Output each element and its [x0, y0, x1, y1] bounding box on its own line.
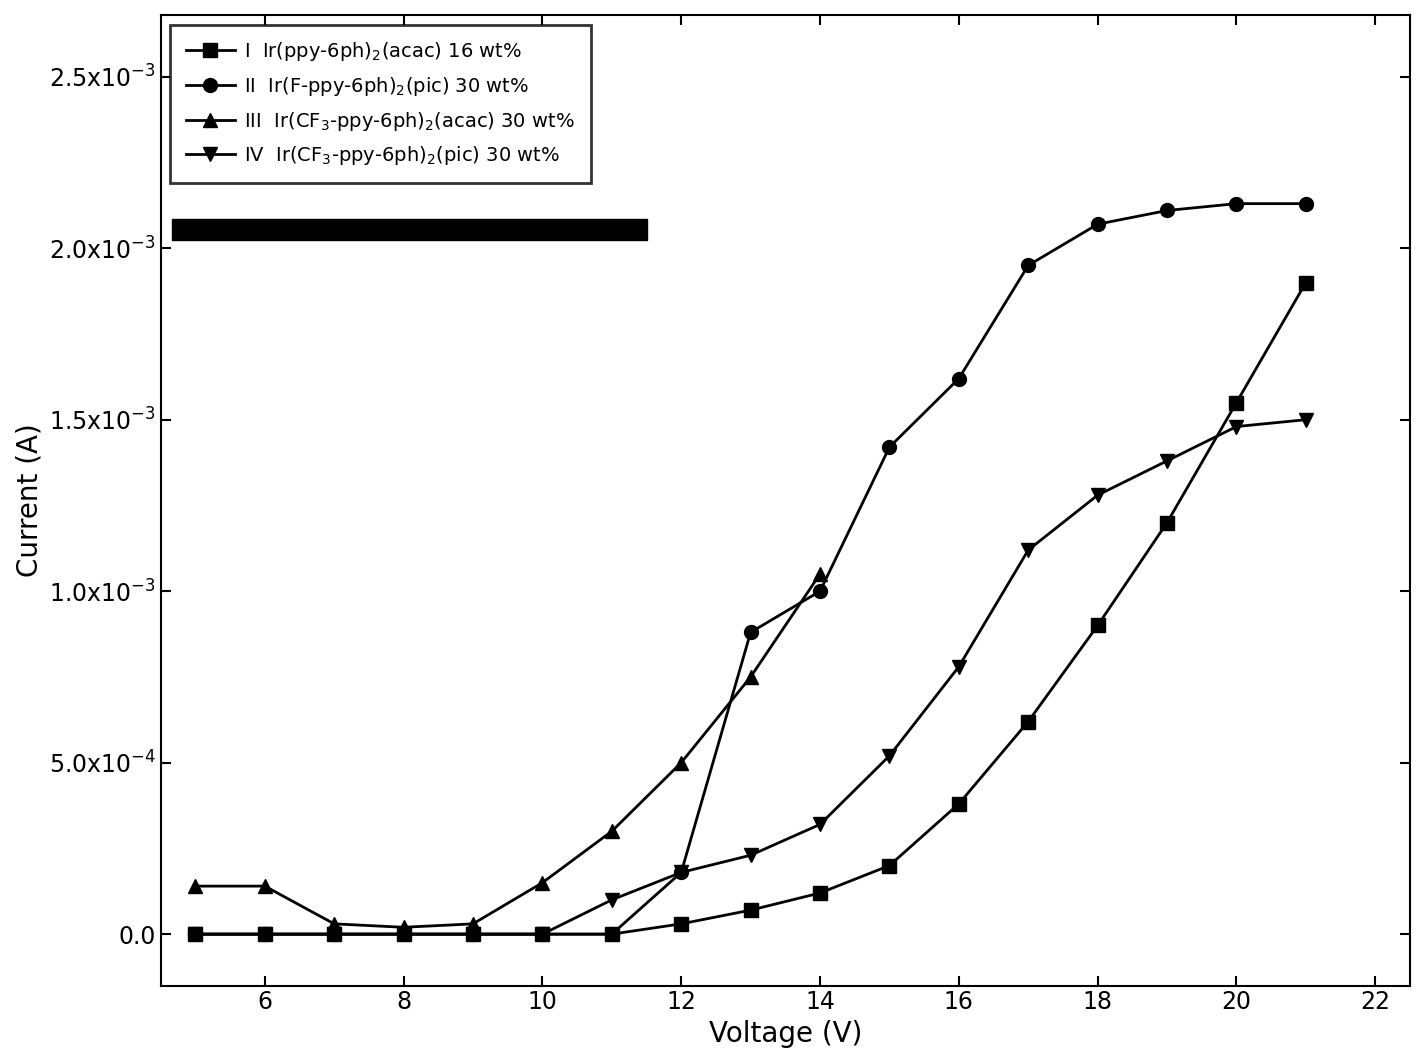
Line: II  Ir(F-ppy-6ph)$_2$(pic) 30 wt%: II Ir(F-ppy-6ph)$_2$(pic) 30 wt%	[188, 197, 1312, 941]
III  Ir(CF$_3$-ppy-6ph)$_2$(acac) 30 wt%	[742, 671, 760, 684]
II  Ir(F-ppy-6ph)$_2$(pic) 30 wt%	[326, 928, 343, 941]
I  Ir(ppy-6ph)$_2$(acac) 16 wt%	[811, 887, 828, 899]
II  Ir(F-ppy-6ph)$_2$(pic) 30 wt%	[1297, 198, 1314, 210]
II  Ir(F-ppy-6ph)$_2$(pic) 30 wt%	[1089, 218, 1106, 231]
X-axis label: Voltage (V): Voltage (V)	[708, 1020, 862, 1048]
I  Ir(ppy-6ph)$_2$(acac) 16 wt%	[1228, 396, 1245, 409]
II  Ir(F-ppy-6ph)$_2$(pic) 30 wt%	[673, 866, 690, 879]
I  Ir(ppy-6ph)$_2$(acac) 16 wt%	[950, 797, 968, 810]
II  Ir(F-ppy-6ph)$_2$(pic) 30 wt%	[603, 928, 620, 941]
I  Ir(ppy-6ph)$_2$(acac) 16 wt%	[187, 928, 204, 941]
I  Ir(ppy-6ph)$_2$(acac) 16 wt%	[603, 928, 620, 941]
IV  Ir(CF$_3$-ppy-6ph)$_2$(pic) 30 wt%	[742, 849, 760, 862]
I  Ir(ppy-6ph)$_2$(acac) 16 wt%	[1020, 715, 1037, 728]
I  Ir(ppy-6ph)$_2$(acac) 16 wt%	[465, 928, 482, 941]
II  Ir(F-ppy-6ph)$_2$(pic) 30 wt%	[534, 928, 551, 941]
I  Ir(ppy-6ph)$_2$(acac) 16 wt%	[256, 928, 274, 941]
IV  Ir(CF$_3$-ppy-6ph)$_2$(pic) 30 wt%	[1297, 414, 1314, 426]
I  Ir(ppy-6ph)$_2$(acac) 16 wt%	[326, 928, 343, 941]
IV  Ir(CF$_3$-ppy-6ph)$_2$(pic) 30 wt%	[1159, 455, 1176, 468]
II  Ir(F-ppy-6ph)$_2$(pic) 30 wt%	[1228, 198, 1245, 210]
I  Ir(ppy-6ph)$_2$(acac) 16 wt%	[1297, 276, 1314, 289]
II  Ir(F-ppy-6ph)$_2$(pic) 30 wt%	[256, 928, 274, 941]
II  Ir(F-ppy-6ph)$_2$(pic) 30 wt%	[811, 585, 828, 597]
I  Ir(ppy-6ph)$_2$(acac) 16 wt%	[534, 928, 551, 941]
IV  Ir(CF$_3$-ppy-6ph)$_2$(pic) 30 wt%	[465, 928, 482, 941]
Line: IV  Ir(CF$_3$-ppy-6ph)$_2$(pic) 30 wt%: IV Ir(CF$_3$-ppy-6ph)$_2$(pic) 30 wt%	[188, 412, 1312, 941]
IV  Ir(CF$_3$-ppy-6ph)$_2$(pic) 30 wt%	[1228, 420, 1245, 433]
Line: III  Ir(CF$_3$-ppy-6ph)$_2$(acac) 30 wt%: III Ir(CF$_3$-ppy-6ph)$_2$(acac) 30 wt%	[188, 567, 826, 934]
IV  Ir(CF$_3$-ppy-6ph)$_2$(pic) 30 wt%	[603, 894, 620, 907]
II  Ir(F-ppy-6ph)$_2$(pic) 30 wt%	[881, 441, 898, 454]
IV  Ir(CF$_3$-ppy-6ph)$_2$(pic) 30 wt%	[881, 749, 898, 762]
IV  Ir(CF$_3$-ppy-6ph)$_2$(pic) 30 wt%	[950, 660, 968, 673]
IV  Ir(CF$_3$-ppy-6ph)$_2$(pic) 30 wt%	[811, 819, 828, 831]
I  Ir(ppy-6ph)$_2$(acac) 16 wt%	[1159, 517, 1176, 529]
IV  Ir(CF$_3$-ppy-6ph)$_2$(pic) 30 wt%	[395, 928, 412, 941]
III  Ir(CF$_3$-ppy-6ph)$_2$(acac) 30 wt%	[256, 880, 274, 893]
IV  Ir(CF$_3$-ppy-6ph)$_2$(pic) 30 wt%	[326, 928, 343, 941]
IV  Ir(CF$_3$-ppy-6ph)$_2$(pic) 30 wt%	[1089, 489, 1106, 502]
IV  Ir(CF$_3$-ppy-6ph)$_2$(pic) 30 wt%	[256, 928, 274, 941]
III  Ir(CF$_3$-ppy-6ph)$_2$(acac) 30 wt%	[534, 876, 551, 889]
I  Ir(ppy-6ph)$_2$(acac) 16 wt%	[881, 859, 898, 872]
IV  Ir(CF$_3$-ppy-6ph)$_2$(pic) 30 wt%	[1020, 543, 1037, 556]
I  Ir(ppy-6ph)$_2$(acac) 16 wt%	[673, 917, 690, 930]
IV  Ir(CF$_3$-ppy-6ph)$_2$(pic) 30 wt%	[534, 928, 551, 941]
I  Ir(ppy-6ph)$_2$(acac) 16 wt%	[1089, 619, 1106, 631]
II  Ir(F-ppy-6ph)$_2$(pic) 30 wt%	[465, 928, 482, 941]
Line: I  Ir(ppy-6ph)$_2$(acac) 16 wt%: I Ir(ppy-6ph)$_2$(acac) 16 wt%	[188, 275, 1312, 941]
I  Ir(ppy-6ph)$_2$(acac) 16 wt%	[395, 928, 412, 941]
III  Ir(CF$_3$-ppy-6ph)$_2$(acac) 30 wt%	[465, 917, 482, 930]
III  Ir(CF$_3$-ppy-6ph)$_2$(acac) 30 wt%	[326, 917, 343, 930]
II  Ir(F-ppy-6ph)$_2$(pic) 30 wt%	[187, 928, 204, 941]
III  Ir(CF$_3$-ppy-6ph)$_2$(acac) 30 wt%	[811, 568, 828, 580]
III  Ir(CF$_3$-ppy-6ph)$_2$(acac) 30 wt%	[673, 756, 690, 769]
I  Ir(ppy-6ph)$_2$(acac) 16 wt%	[742, 904, 760, 916]
II  Ir(F-ppy-6ph)$_2$(pic) 30 wt%	[950, 372, 968, 385]
IV  Ir(CF$_3$-ppy-6ph)$_2$(pic) 30 wt%	[673, 866, 690, 879]
Legend: I  Ir(ppy-6ph)$_2$(acac) 16 wt%, II  Ir(F-ppy-6ph)$_2$(pic) 30 wt%, III  Ir(CF$_: I Ir(ppy-6ph)$_2$(acac) 16 wt%, II Ir(F-…	[171, 24, 590, 183]
II  Ir(F-ppy-6ph)$_2$(pic) 30 wt%	[395, 928, 412, 941]
III  Ir(CF$_3$-ppy-6ph)$_2$(acac) 30 wt%	[603, 825, 620, 838]
II  Ir(F-ppy-6ph)$_2$(pic) 30 wt%	[1020, 259, 1037, 272]
II  Ir(F-ppy-6ph)$_2$(pic) 30 wt%	[742, 626, 760, 639]
II  Ir(F-ppy-6ph)$_2$(pic) 30 wt%	[1159, 204, 1176, 217]
Y-axis label: Current (A): Current (A)	[16, 423, 43, 577]
III  Ir(CF$_3$-ppy-6ph)$_2$(acac) 30 wt%	[395, 921, 412, 933]
IV  Ir(CF$_3$-ppy-6ph)$_2$(pic) 30 wt%	[187, 928, 204, 941]
Bar	[171, 219, 647, 240]
III  Ir(CF$_3$-ppy-6ph)$_2$(acac) 30 wt%	[187, 880, 204, 893]
